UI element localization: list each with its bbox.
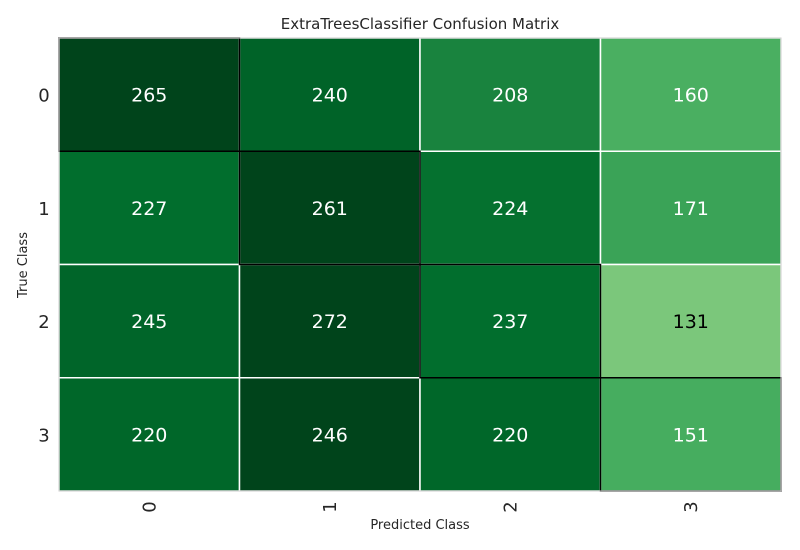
x-tick-label-2: 2 xyxy=(500,501,521,512)
heatmap-cell-2-3 xyxy=(599,263,782,379)
cell-value-labels: 265 240 208 160 227 261 224 171 245 272 237 131 220 2… xyxy=(131,85,709,447)
heatmap-cell-3-2 xyxy=(419,377,602,492)
cell-value-label-3-1: 246 xyxy=(312,424,348,446)
y-axis-label: True Class xyxy=(16,232,31,299)
cell-value-label-1-0: 227 xyxy=(131,198,167,220)
cell-value-label-2-2: 237 xyxy=(492,311,528,333)
x-axis-label: Predicted Class xyxy=(370,518,470,533)
diagonal-outline-2 xyxy=(419,263,602,379)
x-tick-label-1: 1 xyxy=(320,501,341,512)
heatmap-cell-3-1 xyxy=(238,377,421,492)
chart-title: ExtraTreesClassifier Confusion Matrix xyxy=(281,15,560,33)
diagonal-outline-1 xyxy=(238,150,421,266)
heatmap-cells xyxy=(58,37,782,492)
cell-value-label-3-2: 220 xyxy=(492,424,528,446)
heatmap-cell-0-3 xyxy=(599,37,782,152)
heatmap-cell-0-1 xyxy=(238,37,421,152)
y-tick-label-0: 0 xyxy=(38,86,49,107)
heatmap-cell-3-0 xyxy=(58,377,241,492)
cell-value-label-0-0: 265 xyxy=(131,85,167,107)
heatmap-cell-2-1 xyxy=(238,263,421,379)
cell-value-label-0-2: 208 xyxy=(492,85,528,107)
y-tick-labels: 0 1 2 3 xyxy=(38,86,49,447)
cell-value-label-3-3: 151 xyxy=(673,424,709,446)
cell-value-label-1-2: 224 xyxy=(492,198,528,220)
cell-value-label-1-3: 171 xyxy=(673,198,709,220)
cell-value-label-3-0: 220 xyxy=(131,424,167,446)
cell-value-label-2-3: 131 xyxy=(673,311,709,333)
heatmap-cell-0-0 xyxy=(58,37,241,152)
y-tick-label-1: 1 xyxy=(38,199,49,220)
heatmap-cell-1-0 xyxy=(58,150,241,266)
cell-value-label-2-1: 272 xyxy=(312,311,348,333)
cell-value-label-0-1: 240 xyxy=(312,85,348,107)
y-tick-label-2: 2 xyxy=(38,312,49,333)
cell-value-label-0-3: 160 xyxy=(673,85,709,107)
x-tick-label-0: 0 xyxy=(139,501,160,512)
cell-value-label-1-1: 261 xyxy=(312,198,348,220)
plot-frame xyxy=(58,37,782,492)
cell-value-label-2-0: 245 xyxy=(131,311,167,333)
heatmap-cell-1-1 xyxy=(238,150,421,266)
y-tick-label-3: 3 xyxy=(38,425,49,446)
heatmap-cell-1-3 xyxy=(599,150,782,266)
x-tick-labels: 0 1 2 3 xyxy=(139,501,702,512)
x-tick-label-3: 3 xyxy=(681,501,702,512)
